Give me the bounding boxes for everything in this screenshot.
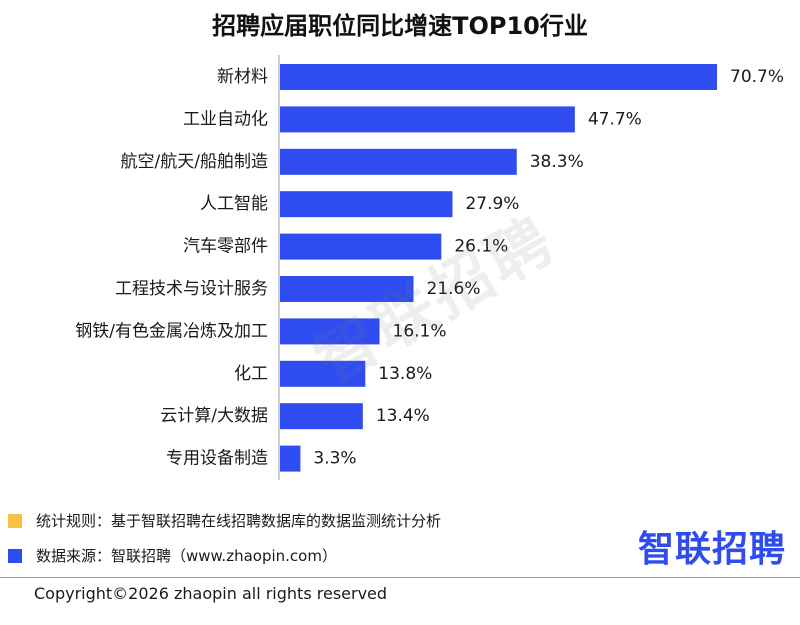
bar (280, 233, 442, 260)
value-label: 70.7% (730, 67, 784, 87)
value-label: 38.3% (530, 152, 584, 172)
category-label: 云计算/大数据 (160, 406, 268, 426)
note-text: 统计规则：基于智联招聘在线招聘数据库的数据监测统计分析 (36, 512, 442, 530)
value-label: 21.6% (427, 279, 481, 299)
bar (280, 445, 301, 472)
category-label: 航空/航天/船舶制造 (121, 152, 268, 172)
note-marker (8, 513, 22, 528)
value-label: 13.4% (376, 406, 430, 426)
bar (280, 276, 414, 302)
value-label: 16.1% (393, 321, 447, 341)
chart-title: 招聘应届职位同比增速TOP10行业 (212, 12, 588, 40)
value-label: 47.7% (588, 109, 642, 129)
bar (280, 403, 363, 430)
bar (280, 64, 717, 90)
category-label: 化工 (234, 364, 268, 384)
category-label: 工业自动化 (183, 109, 268, 129)
note-text: 数据来源：智联招聘（www.zhaopin.com） (36, 547, 337, 565)
value-label: 13.8% (378, 364, 432, 384)
note-data-source: 数据来源：智联招聘（www.zhaopin.com） (8, 545, 337, 566)
note-statistics-rule: 统计规则：基于智联招聘在线招聘数据库的数据监测统计分析 (8, 510, 441, 531)
bar-chart: 新材料 70.7% 工业自动化 47.7% 航空/航天/船舶制造 38.3% 人工智能 27.… (75, 55, 784, 480)
brand-logo: 智联招聘 (637, 529, 786, 570)
category-label: 工程技术与设计服务 (115, 279, 268, 299)
copyright-text: Copyright©2026 zhaopin all rights reserv… (34, 584, 388, 603)
bar (280, 106, 575, 133)
bars-group: 新材料 70.7% 工业自动化 47.7% 航空/航天/船舶制造 38.3% 人工智能 27.… (75, 64, 784, 472)
value-label: 26.1% (454, 237, 508, 257)
footer-divider (0, 577, 800, 578)
bar (280, 191, 453, 218)
note-marker (8, 548, 22, 563)
value-label: 3.3% (313, 449, 356, 469)
category-label: 新材料 (217, 67, 268, 87)
category-label: 钢铁/有色金属冶炼及加工 (75, 321, 268, 341)
bar (280, 148, 517, 175)
category-label: 汽车零部件 (183, 237, 268, 257)
category-label: 专用设备制造 (166, 449, 268, 469)
bar (280, 360, 366, 387)
category-label: 人工智能 (200, 194, 268, 214)
value-label: 27.9% (465, 194, 519, 214)
bar (280, 318, 380, 345)
